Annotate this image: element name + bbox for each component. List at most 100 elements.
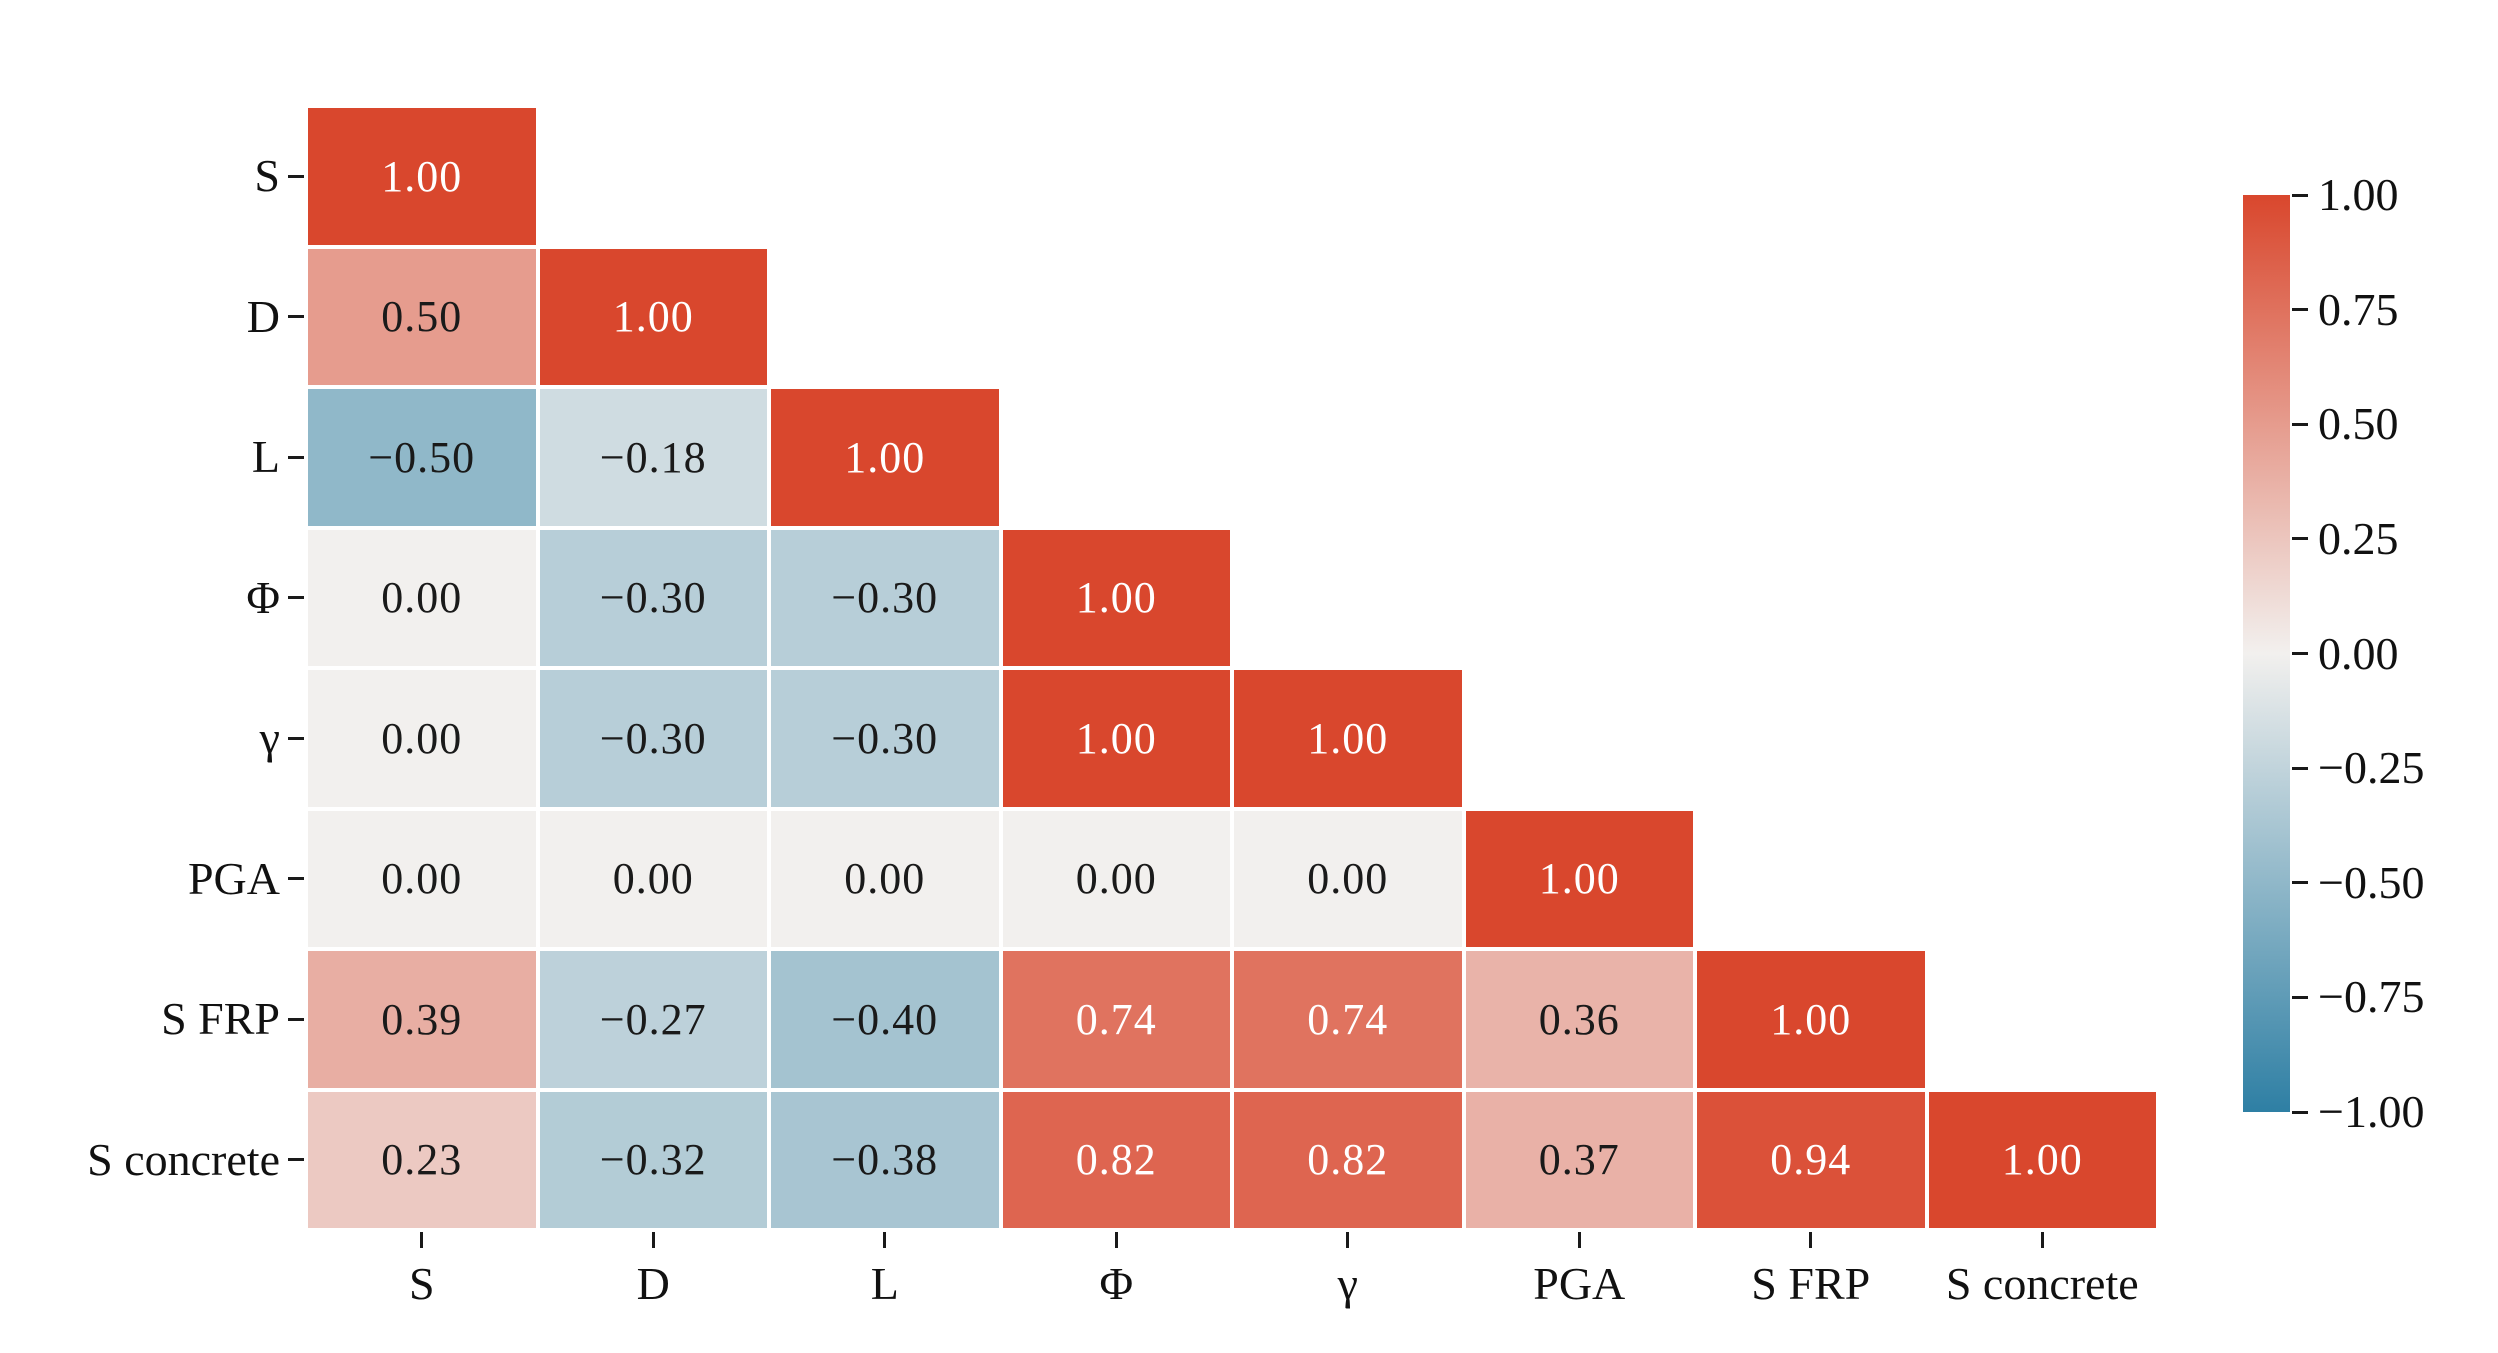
column-label-γ: γ <box>1337 1258 1358 1309</box>
cell-value: 0.82 <box>1075 1135 1157 1185</box>
cell-value: 0.82 <box>1307 1135 1389 1185</box>
heatmap-cell: 1.00 <box>1000 668 1232 809</box>
column-label-s: S <box>408 1258 435 1309</box>
cell-value: 1.00 <box>2001 1135 2083 1185</box>
heatmap-cell: 0.39 <box>306 949 538 1090</box>
y-axis-tick-mark <box>288 1017 304 1021</box>
heatmap-cell: 0.00 <box>1000 808 1232 949</box>
colorbar-tick-label: 0.50 <box>2318 398 2399 450</box>
column-label-pga: PGA <box>1533 1258 1626 1309</box>
row-label-s-frp: S FRP <box>161 993 280 1045</box>
colorbar-tick-label: 1.00 <box>2318 169 2399 220</box>
row-label-φ: Φ <box>246 571 280 623</box>
colorbar-tick-mark <box>2292 995 2308 999</box>
colorbar-tick-mark <box>2292 308 2308 312</box>
x-axis-tick-mark <box>2040 1232 2044 1248</box>
row-label-l: L <box>251 431 280 483</box>
heatmap-cell: 1.00 <box>537 246 769 387</box>
colorbar-tick-label: 0.00 <box>2318 627 2399 679</box>
heatmap-cell: 1.00 <box>1463 808 1695 949</box>
heatmap-cell: 0.74 <box>1232 949 1464 1090</box>
cell-value: −0.27 <box>599 994 707 1044</box>
row-label-s-concrete: S concrete <box>87 1133 280 1185</box>
heatmap-cell: 0.23 <box>306 1089 538 1230</box>
colorbar-tick-mark <box>2292 881 2308 885</box>
y-axis-tick-mark <box>288 455 304 459</box>
colorbar-tick-label: 0.25 <box>2318 512 2399 564</box>
colorbar-tick-label: −0.25 <box>2318 742 2425 794</box>
heatmap-cell: 1.00 <box>306 106 538 247</box>
colorbar-gradient <box>2243 195 2290 1112</box>
cell-value: 0.94 <box>1770 1135 1852 1185</box>
y-axis-tick-mark <box>288 877 304 881</box>
colorbar-tick-mark <box>2292 422 2308 426</box>
cell-value: 0.00 <box>381 713 463 763</box>
cell-value: 1.00 <box>1538 854 1620 904</box>
heatmap-cell: 0.94 <box>1695 1089 1927 1230</box>
heatmap-cell: 0.00 <box>769 808 1001 949</box>
colorbar-tick-mark <box>2292 652 2308 655</box>
heatmap-cell: −0.40 <box>769 949 1001 1090</box>
row-label-d: D <box>246 290 280 342</box>
colorbar-tick-label: −0.75 <box>2318 971 2425 1023</box>
cell-value: −0.30 <box>831 713 939 763</box>
heatmap-cell: 0.00 <box>306 668 538 809</box>
row-label-γ: γ <box>259 712 280 764</box>
row-label-s: S <box>254 150 280 202</box>
heatmap-cell: −0.32 <box>537 1089 769 1230</box>
heatmap-cell: −0.30 <box>537 668 769 809</box>
cell-value: −0.30 <box>599 573 707 623</box>
heatmap-cell: −0.30 <box>537 527 769 668</box>
colorbar-tick-mark <box>2292 537 2308 541</box>
cell-value: 0.00 <box>844 854 926 904</box>
cell-value: 1.00 <box>612 292 694 342</box>
colorbar-tick-mark <box>2292 193 2308 197</box>
heatmap-cell: 0.00 <box>306 808 538 949</box>
column-label-d: D <box>636 1258 670 1309</box>
heatmap-cell: 1.00 <box>1232 668 1464 809</box>
cell-value: −0.50 <box>368 432 476 482</box>
heatmap-cell: 0.82 <box>1000 1089 1232 1230</box>
heatmap-cell: 0.36 <box>1463 949 1695 1090</box>
heatmap-cell: −0.50 <box>306 387 538 528</box>
cell-value: 0.00 <box>381 573 463 623</box>
colorbar-tick-mark <box>2292 766 2308 770</box>
x-axis-tick-mark <box>1114 1232 1118 1248</box>
cell-value: −0.18 <box>599 432 707 482</box>
cell-value: 0.74 <box>1307 994 1389 1044</box>
cell-value: −0.30 <box>599 713 707 763</box>
cell-value: 0.36 <box>1538 994 1620 1044</box>
heatmap-cell: 0.82 <box>1232 1089 1464 1230</box>
cell-value: 1.00 <box>1075 573 1157 623</box>
x-axis-tick-mark <box>420 1232 424 1248</box>
cell-value: 1.00 <box>381 151 463 201</box>
heatmap-cell: 0.00 <box>306 527 538 668</box>
column-label-φ: Φ <box>1099 1258 1134 1309</box>
heatmap-cell: −0.38 <box>769 1089 1001 1230</box>
colorbar-tick-mark <box>2292 1110 2308 1114</box>
x-axis-tick-mark <box>651 1232 655 1248</box>
heatmap-cell: −0.27 <box>537 949 769 1090</box>
heatmap-cell: −0.18 <box>537 387 769 528</box>
y-axis-tick-mark <box>288 736 304 740</box>
x-axis-tick-mark <box>1577 1232 1581 1248</box>
cell-value: −0.40 <box>831 994 939 1044</box>
cell-value: 1.00 <box>1307 713 1389 763</box>
column-label-s-frp: S FRP <box>1751 1258 1871 1309</box>
heatmap-cell: −0.30 <box>769 527 1001 668</box>
heatmap-cell: −0.30 <box>769 668 1001 809</box>
heatmap-cell: 1.00 <box>769 387 1001 528</box>
cell-value: 0.37 <box>1538 1135 1620 1185</box>
column-label-l: L <box>870 1258 899 1309</box>
y-axis-tick-mark <box>288 315 304 319</box>
y-axis-tick-mark <box>288 596 304 600</box>
colorbar-tick-label: −1.00 <box>2318 1086 2425 1137</box>
column-label-s-concrete: S concrete <box>1945 1258 2139 1309</box>
cell-value: 0.39 <box>381 994 463 1044</box>
cell-value: 1.00 <box>1075 713 1157 763</box>
cell-value: 1.00 <box>844 432 926 482</box>
cell-value: −0.38 <box>831 1135 939 1185</box>
cell-value: 0.00 <box>1307 854 1389 904</box>
cell-value: 0.00 <box>1075 854 1157 904</box>
cell-value: 1.00 <box>1770 994 1852 1044</box>
